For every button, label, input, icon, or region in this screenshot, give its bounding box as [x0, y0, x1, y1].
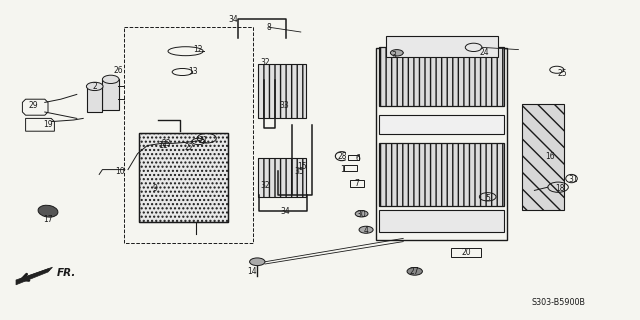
- Text: 34: 34: [228, 15, 239, 24]
- Bar: [379, 115, 504, 134]
- Polygon shape: [16, 267, 52, 285]
- Text: S303-B5900B: S303-B5900B: [532, 298, 586, 307]
- Circle shape: [390, 50, 403, 56]
- Circle shape: [250, 258, 265, 266]
- Bar: [139, 133, 228, 222]
- Text: 9: 9: [152, 184, 157, 193]
- Text: 32: 32: [260, 58, 271, 67]
- Bar: [350, 180, 364, 187]
- Text: 10: 10: [115, 167, 125, 176]
- Text: 16: 16: [545, 152, 556, 161]
- Bar: [451, 248, 481, 257]
- Text: 8: 8: [266, 23, 271, 32]
- Text: 5: 5: [485, 194, 490, 203]
- Text: 27: 27: [409, 268, 419, 276]
- Text: 11: 11: [159, 141, 168, 150]
- Bar: [385, 36, 497, 57]
- Bar: [344, 165, 357, 171]
- Text: 17: 17: [43, 215, 53, 224]
- Text: 19: 19: [43, 120, 53, 129]
- Text: 12: 12: [194, 45, 203, 54]
- Ellipse shape: [38, 205, 58, 217]
- Text: 3: 3: [391, 52, 396, 60]
- Bar: [379, 47, 504, 106]
- Text: 1: 1: [340, 165, 345, 174]
- Text: 22: 22: [184, 143, 193, 152]
- Text: 15: 15: [297, 162, 307, 171]
- Text: 18: 18: [556, 184, 564, 193]
- Text: 29: 29: [28, 101, 38, 110]
- Text: 32: 32: [260, 181, 271, 190]
- Bar: [348, 155, 359, 160]
- Text: 26: 26: [113, 66, 124, 75]
- Circle shape: [407, 268, 422, 275]
- Text: 4: 4: [364, 226, 369, 235]
- Bar: [376, 48, 507, 240]
- Text: 25: 25: [557, 69, 567, 78]
- Bar: [102, 79, 119, 109]
- Bar: [87, 86, 102, 112]
- Bar: [379, 210, 504, 232]
- Text: 2: 2: [92, 82, 97, 91]
- Text: 21: 21: [199, 136, 208, 145]
- Bar: [522, 104, 564, 210]
- Text: FR.: FR.: [56, 268, 76, 278]
- Text: 7: 7: [355, 180, 360, 188]
- Text: 28: 28: [337, 152, 346, 161]
- Text: 20: 20: [461, 248, 471, 257]
- Text: 34: 34: [280, 207, 290, 216]
- Text: 14: 14: [246, 268, 257, 276]
- Bar: [139, 133, 228, 222]
- Text: 13: 13: [188, 68, 198, 76]
- Circle shape: [102, 75, 119, 84]
- Bar: [258, 158, 306, 197]
- Bar: [379, 143, 504, 206]
- Text: 24: 24: [479, 48, 489, 57]
- Text: 30: 30: [356, 210, 366, 219]
- Text: 23: 23: [161, 139, 172, 148]
- Circle shape: [86, 82, 103, 91]
- Circle shape: [355, 211, 368, 217]
- Text: 6: 6: [356, 154, 361, 163]
- Text: 33: 33: [279, 101, 289, 110]
- Circle shape: [359, 226, 373, 233]
- Text: 31: 31: [568, 175, 578, 184]
- Bar: [258, 64, 306, 118]
- Text: 35: 35: [294, 167, 305, 176]
